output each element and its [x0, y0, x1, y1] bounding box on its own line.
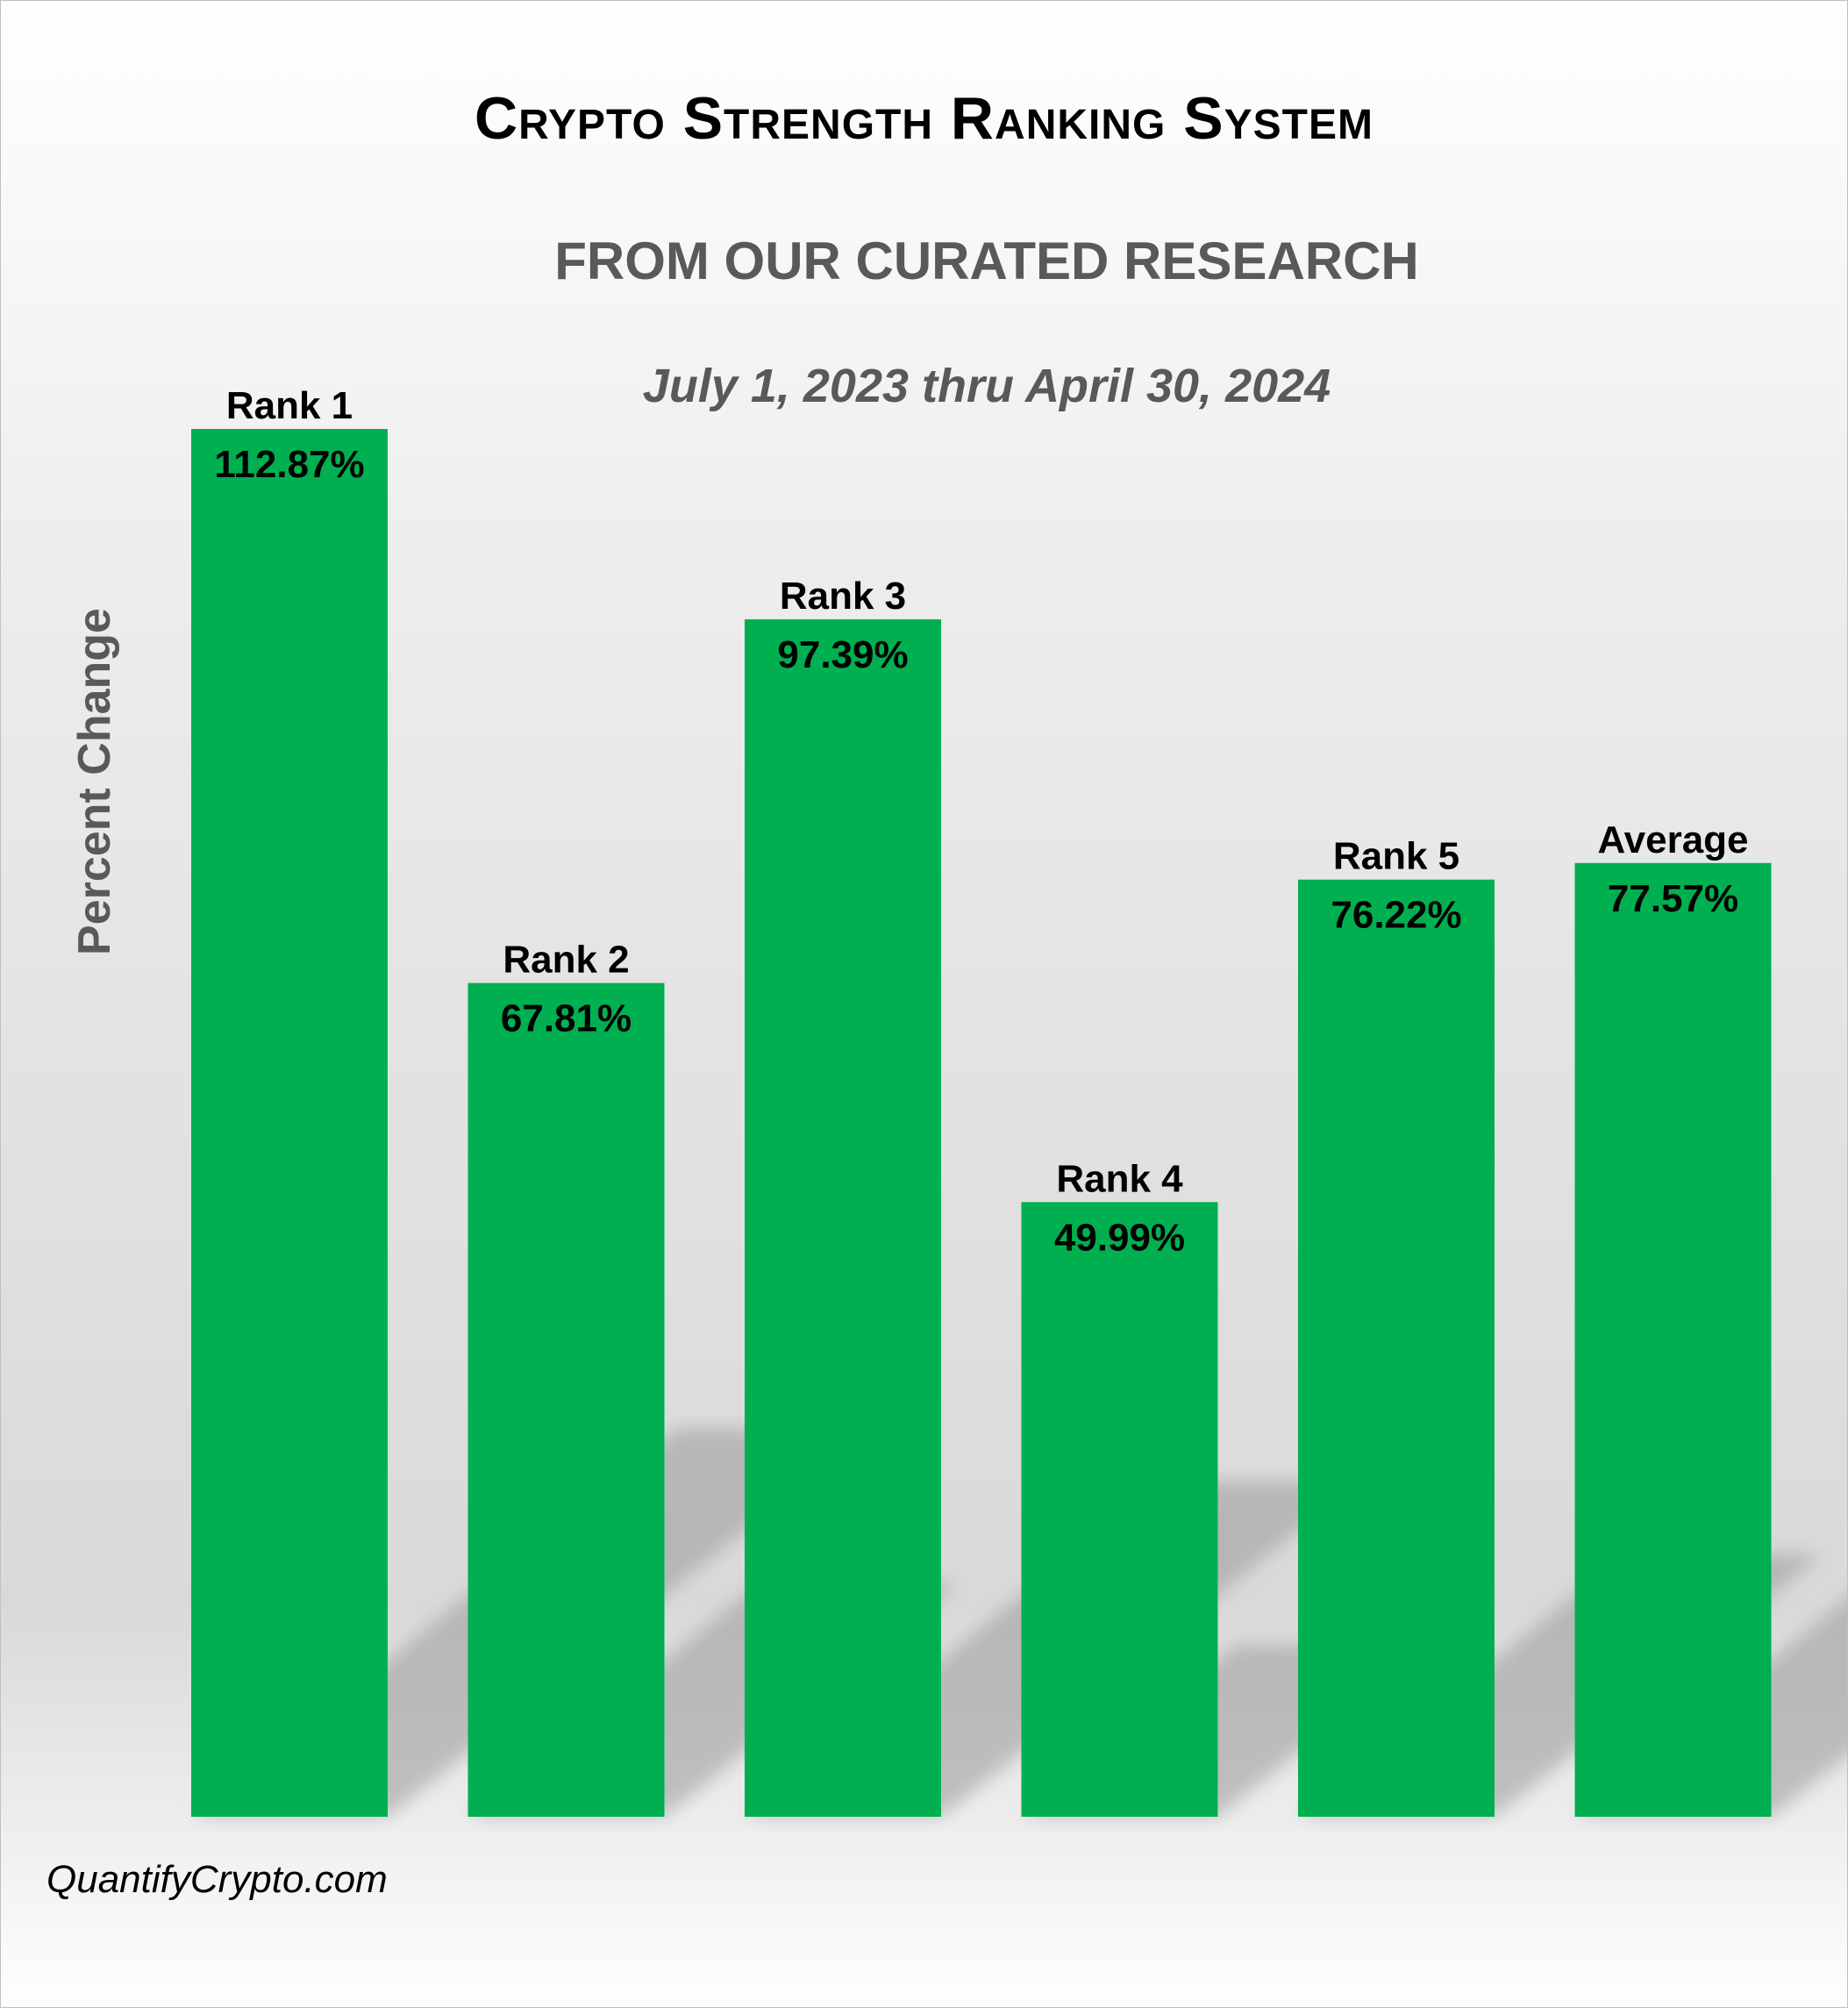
- bar-value-label: 112.87%: [214, 443, 364, 486]
- bar: [191, 429, 388, 1817]
- bars-group: [191, 429, 1772, 1818]
- bar-category-label: Rank 2: [503, 939, 629, 982]
- bar-category-label: Average: [1597, 818, 1748, 861]
- bar-category-label: Rank 4: [1056, 1157, 1183, 1200]
- bar-value-label: 76.22%: [1331, 894, 1461, 937]
- footer-credit: QuantifyCrypto.com: [46, 1858, 388, 1901]
- chart-title: Crypto Strength Ranking System: [474, 85, 1374, 152]
- bar: [1298, 879, 1495, 1818]
- bar: [1021, 1202, 1218, 1817]
- bar-category-label: Rank 1: [226, 384, 353, 427]
- bar: [467, 983, 665, 1817]
- bar-category-label: Rank 3: [780, 575, 906, 618]
- bar-value-label: 49.99%: [1054, 1216, 1185, 1259]
- bar-value-label: 97.39%: [777, 633, 908, 676]
- bar-category-label: Rank 5: [1333, 835, 1459, 878]
- chart-date-range: July 1, 2023 thru April 30, 2024: [642, 360, 1331, 412]
- bar-labels-group: Rank 1 112.87% Rank 2 67.81% Rank 3 97.39% Ran…: [214, 384, 1748, 1259]
- bar-value-label: 77.57%: [1608, 877, 1738, 920]
- bar: [1574, 862, 1772, 1817]
- bar: [745, 618, 941, 1817]
- bar-value-label: 67.81%: [501, 997, 631, 1040]
- chart-subtitle: FROM OUR CURATED RESEARCH: [554, 232, 1419, 290]
